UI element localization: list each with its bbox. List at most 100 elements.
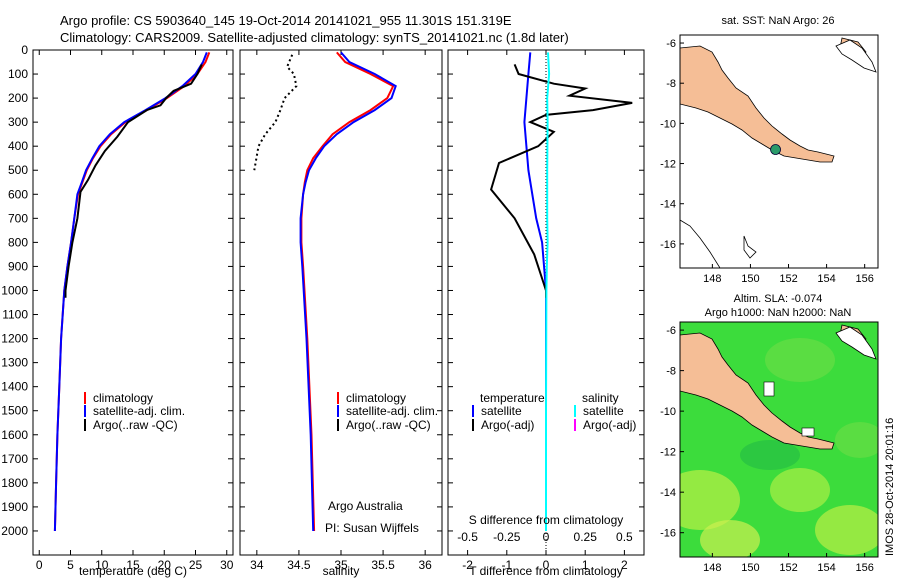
map-x-tick-label: 154 <box>817 562 835 574</box>
map-x-tick-label: 156 <box>855 562 873 574</box>
legend-label-s-argo: Argo(-adj) <box>583 418 636 432</box>
map-y-tick-label: -14 <box>660 487 676 499</box>
x-tick-label: 1 <box>582 558 589 572</box>
x-tick-label: 5 <box>67 558 74 572</box>
x-tick-label: 35 <box>334 558 348 572</box>
header-line-2: Climatology: CARS2009. Satellite-adjuste… <box>60 30 569 45</box>
map-y-tick-label: -6 <box>666 325 676 337</box>
depth-tick-label: 1000 <box>1 283 28 297</box>
depth-tick-label: 1600 <box>1 428 28 442</box>
map-y-tick-label: -12 <box>660 447 676 459</box>
x-tick-label: 30 <box>220 558 234 572</box>
depth-tick-label: 700 <box>8 211 28 225</box>
difference-legend: temperature salinity satellite Argo(-adj… <box>472 391 636 432</box>
map-y-tick-label: -10 <box>660 118 676 130</box>
imos-stamp: IMOS 28-Oct-2014 20:01:16 <box>884 418 896 556</box>
map-y-tick-label: -8 <box>666 78 676 90</box>
x2-tick-label: -0.5 <box>457 530 478 544</box>
t-difference-xlabel: T difference from climatology <box>469 564 623 578</box>
map-y-tick-label: -6 <box>666 38 676 50</box>
depth-tick-label: 1400 <box>1 380 28 394</box>
x-tick-label: -2 <box>462 558 473 572</box>
sla-map-subtitle: Argo h1000: NaN h2000: NaN <box>705 307 852 319</box>
sst-map-frame <box>679 34 879 269</box>
series-satellite-adj-clim- <box>299 51 397 532</box>
depth-tick-label: 0 <box>21 43 28 57</box>
new-britain-outline <box>835 39 877 73</box>
x-tick-label: 20 <box>158 558 172 572</box>
salinity-chart: 34 34.5 35 35.5 36 <box>240 49 442 572</box>
png-land <box>680 332 835 450</box>
x2-tick-label: 0.5 <box>616 530 633 544</box>
series-climatology <box>300 51 395 532</box>
x-tick-label: 0 <box>36 558 43 572</box>
map-x-tick-label: 152 <box>779 273 797 285</box>
map-y-tick-label: -12 <box>660 159 676 171</box>
temperature-legend: climatology satellite-adj. clim. Argo(..… <box>84 391 185 432</box>
sla-map <box>680 322 878 557</box>
x-tick-label: -1 <box>501 558 512 572</box>
legend-label-t-satellite: satellite <box>481 404 522 418</box>
map-x-tick-label: 150 <box>741 273 759 285</box>
x-tick-label: 34 <box>250 558 264 572</box>
x-tick-label: 10 <box>95 558 109 572</box>
x-tick-label: 15 <box>126 558 140 572</box>
legend-label-argo: Argo(..raw -QC) <box>346 418 431 432</box>
map-x-tick-label: 150 <box>741 562 759 574</box>
argo-org-label: Argo Australia <box>328 499 403 513</box>
series-climatology <box>53 52 211 532</box>
map-y-tick-label: -10 <box>660 406 676 418</box>
australia-coast-2 <box>680 219 721 268</box>
depth-tick-label: 400 <box>8 139 28 153</box>
map-x-tick-label: 152 <box>779 562 797 574</box>
legend-label-argo: Argo(..raw -QC) <box>93 418 178 432</box>
map-x-tick-label: 148 <box>703 273 721 285</box>
map-x-tick-label: 154 <box>817 273 835 285</box>
legend-label-satellite: satellite-adj. clim. <box>93 404 185 418</box>
australia-coast <box>743 235 757 259</box>
x-tick-label: 36 <box>418 558 432 572</box>
legend-label-t-argo: Argo(-adj) <box>481 418 534 432</box>
series-t-argo-adj- <box>489 64 633 298</box>
depth-tick-label: 2000 <box>1 524 28 538</box>
x-tick-label: 2 <box>621 558 628 572</box>
series-s-satellite <box>545 52 551 531</box>
x-tick-label: 34.5 <box>287 558 311 572</box>
depth-tick-label: 1900 <box>1 500 28 514</box>
x-tick-label: 25 <box>189 558 203 572</box>
depth-tick-label: 1200 <box>1 332 28 346</box>
map-x-tick-label: 156 <box>855 273 873 285</box>
depth-tick-label: 1300 <box>1 356 28 370</box>
pi-label: PI: Susan Wijffels <box>325 521 419 535</box>
salinity-panel-frame <box>239 49 443 556</box>
depth-tick-label: 600 <box>8 187 28 201</box>
sla-map-title: Altim. SLA: -0.074 <box>734 293 823 305</box>
series-satellite-adj-clim- <box>53 52 208 532</box>
legend-label-satellite: satellite-adj. clim. <box>346 404 438 418</box>
argo-float-marker <box>770 144 781 155</box>
map-x-tick-label: 148 <box>703 562 721 574</box>
depth-tick-label: 800 <box>8 235 28 249</box>
depth-tick-label: 1100 <box>2 308 28 322</box>
salinity-xlabel: salinity <box>323 564 360 578</box>
depth-tick-label: 500 <box>8 163 28 177</box>
s-difference-xlabel: S difference from climatology <box>469 513 624 527</box>
depth-tick-label: 900 <box>8 259 28 273</box>
sla-map-axes: 148 150 152 154 156 -6 -8 -10 -12 -14 -16 <box>660 325 874 574</box>
legend-label-climatology: climatology <box>93 391 153 405</box>
map-y-tick-label: -8 <box>666 366 676 378</box>
sst-map-title: sat. SST: NaN Argo: 26 <box>721 15 834 27</box>
temperature-xlabel: temperature (deg C) <box>79 564 187 578</box>
sst-map <box>680 35 878 268</box>
depth-tick-label: 1800 <box>1 476 28 490</box>
series-argo-raw-qc- <box>253 54 298 171</box>
depth-tick-label: 300 <box>8 115 28 129</box>
x-tick-label: 0 <box>543 558 550 572</box>
x-tick-label: 35.5 <box>371 558 395 572</box>
sla-map-frame <box>679 321 879 558</box>
depth-tick-label: 200 <box>8 91 28 105</box>
sst-map-axes: 148 150 152 154 156 -6 -8 -10 -12 -14 -16 <box>660 38 874 285</box>
depth-tick-label: 1700 <box>1 452 28 466</box>
